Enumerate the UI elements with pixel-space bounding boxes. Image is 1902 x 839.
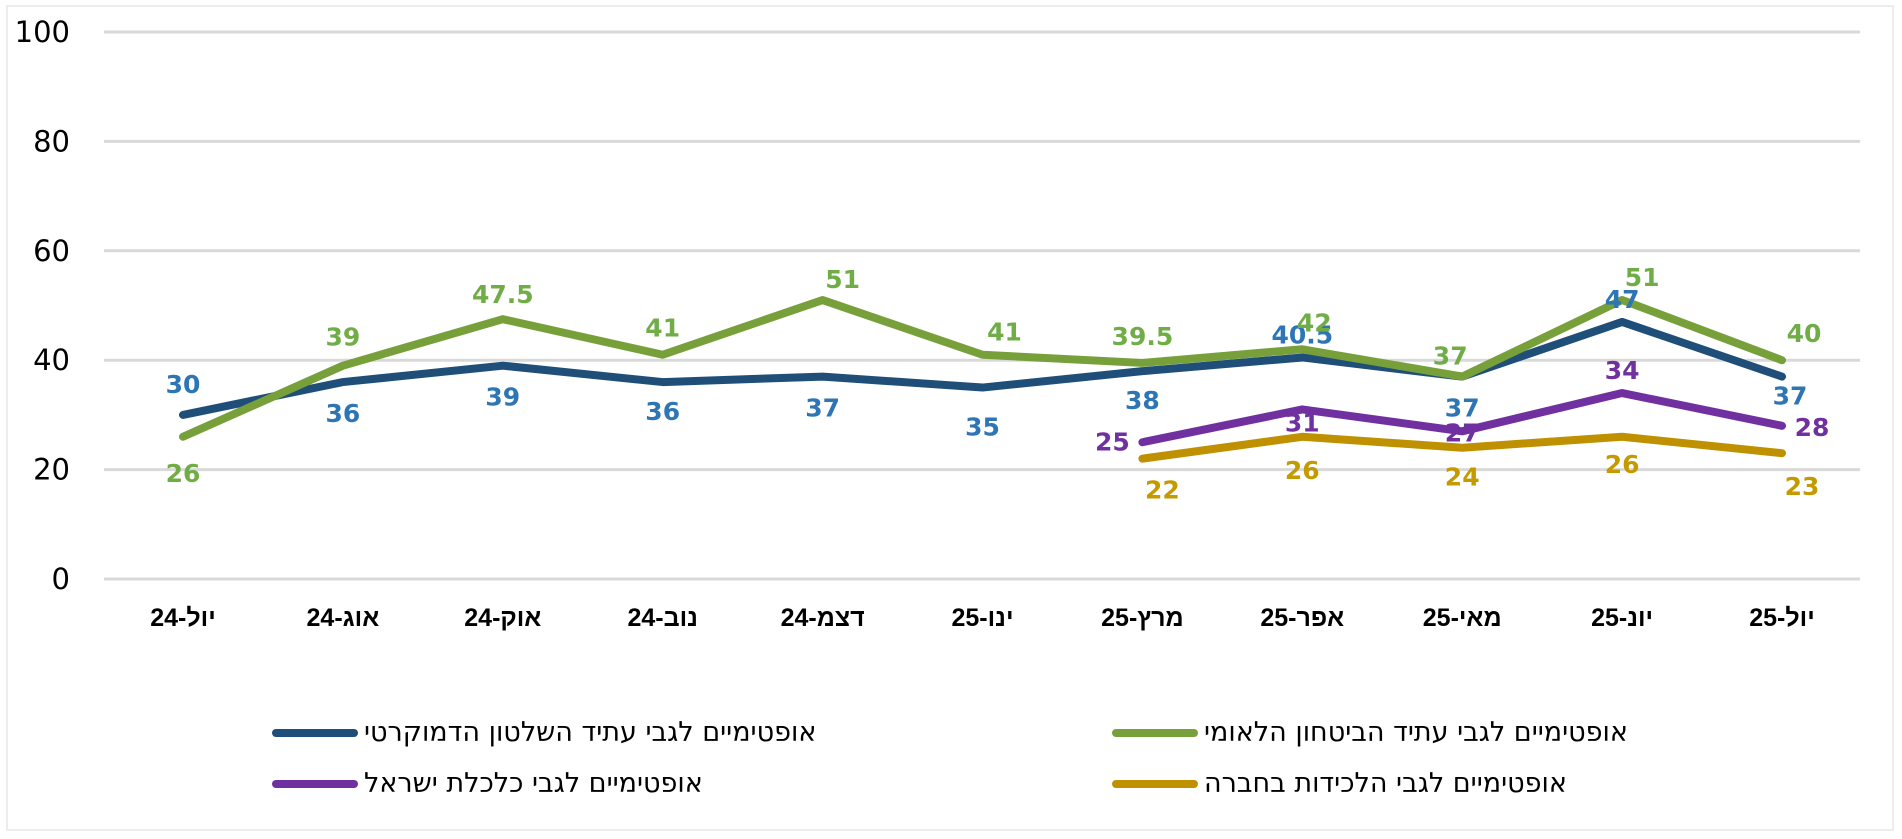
series-line <box>179 296 1786 441</box>
x-tick-label: מרץ-25 <box>1101 604 1183 632</box>
x-tick-label: אוק-24 <box>464 604 541 632</box>
legend-label: אופטימיים לגבי הלכידות בחברה <box>1204 768 1567 799</box>
x-tick-label: יול-24 <box>150 604 216 632</box>
legend-label: אופטימיים לגבי עתיד השלטון הדמוקרטי <box>364 717 817 748</box>
y-tick-label: 60 <box>33 234 70 268</box>
x-tick-label: דצמ-24 <box>781 604 865 632</box>
data-label: 30 <box>166 370 201 399</box>
y-tick-label: 80 <box>33 124 70 158</box>
legend-swatch-democratic-rule <box>272 728 358 737</box>
data-label: 41 <box>987 318 1022 347</box>
data-label: 26 <box>166 459 201 488</box>
data-label: 36 <box>645 397 680 426</box>
data-label: 27 <box>1445 418 1480 447</box>
x-tick-label: יול-25 <box>1749 604 1815 632</box>
data-label: 41 <box>645 314 680 343</box>
data-label: 35 <box>965 413 1000 442</box>
legend-label: אופטימיים לגבי עתיד הביטחון הלאומי <box>1204 717 1628 748</box>
y-tick-label: 0 <box>52 562 70 596</box>
y-tick-label: 100 <box>15 15 70 49</box>
data-label: 47 <box>1605 285 1640 314</box>
legend-item-economy: אופטימיים לגבי כלכלת ישראל <box>272 768 703 799</box>
data-label: 37 <box>1445 394 1480 423</box>
x-tick-label: אפר-25 <box>1260 604 1344 632</box>
data-label: 25 <box>1095 427 1130 456</box>
data-label: 37 <box>805 394 840 423</box>
y-axis: 0 20 40 60 80 100 <box>15 15 70 596</box>
legend-swatch-economy <box>272 779 358 788</box>
data-label: 39 <box>326 323 361 352</box>
x-tick-label: ינו-25 <box>951 604 1013 632</box>
legend-item-democratic-rule: אופטימיים לגבי עתיד השלטון הדמוקרטי <box>272 717 816 748</box>
series-line <box>1138 389 1786 447</box>
data-labels: 30 36 39 36 37 35 38 40.5 37 47 37 26 39 47.5 41 51 41 39… <box>166 263 1830 505</box>
data-label: 31 <box>1285 408 1320 437</box>
data-label: 37 <box>1433 342 1468 371</box>
data-label: 39.5 <box>1112 322 1174 351</box>
data-label: 26 <box>1285 456 1320 485</box>
legend-item-social-cohesion: אופטימיים לגבי הלכידות בחברה <box>1112 768 1567 799</box>
data-label: 22 <box>1145 476 1180 505</box>
data-label: 23 <box>1785 472 1820 501</box>
data-label: 51 <box>825 265 860 294</box>
series-lines <box>179 296 1786 463</box>
data-label: 26 <box>1605 450 1640 479</box>
x-tick-label: נוב-24 <box>627 604 697 632</box>
data-label: 36 <box>326 399 361 428</box>
y-tick-label: 40 <box>33 343 70 377</box>
data-label: 47.5 <box>472 280 534 309</box>
data-label: 24 <box>1445 463 1480 492</box>
gridlines <box>104 30 1860 581</box>
data-label: 28 <box>1795 413 1830 442</box>
data-label: 37 <box>1773 382 1808 411</box>
series-line <box>179 317 1786 419</box>
legend-label: אופטימיים לגבי כלכלת ישראל <box>364 768 703 799</box>
legend-swatch-social-cohesion <box>1112 779 1198 788</box>
x-tick-label: יונ-25 <box>1591 604 1653 632</box>
data-label: 38 <box>1125 386 1160 415</box>
legend-swatch-national-security <box>1112 728 1198 737</box>
legend-item-national-security: אופטימיים לגבי עתיד הביטחון הלאומי <box>1112 717 1628 748</box>
data-label: 39 <box>485 383 520 412</box>
data-label: 40.5 <box>1271 320 1333 349</box>
x-tick-label: מאי-25 <box>1423 604 1502 632</box>
data-label: 34 <box>1605 356 1640 385</box>
x-axis: יול-24 אוג-24 אוק-24 נוב-24 דצמ-24 ינו-25 מרץ-… <box>150 604 1815 632</box>
y-tick-label: 20 <box>33 453 70 487</box>
series-line <box>1138 432 1786 463</box>
data-label: 42 <box>1297 308 1332 337</box>
data-label: 40 <box>1787 319 1822 348</box>
data-label: 51 <box>1625 263 1660 292</box>
x-tick-label: אוג-24 <box>307 604 380 632</box>
